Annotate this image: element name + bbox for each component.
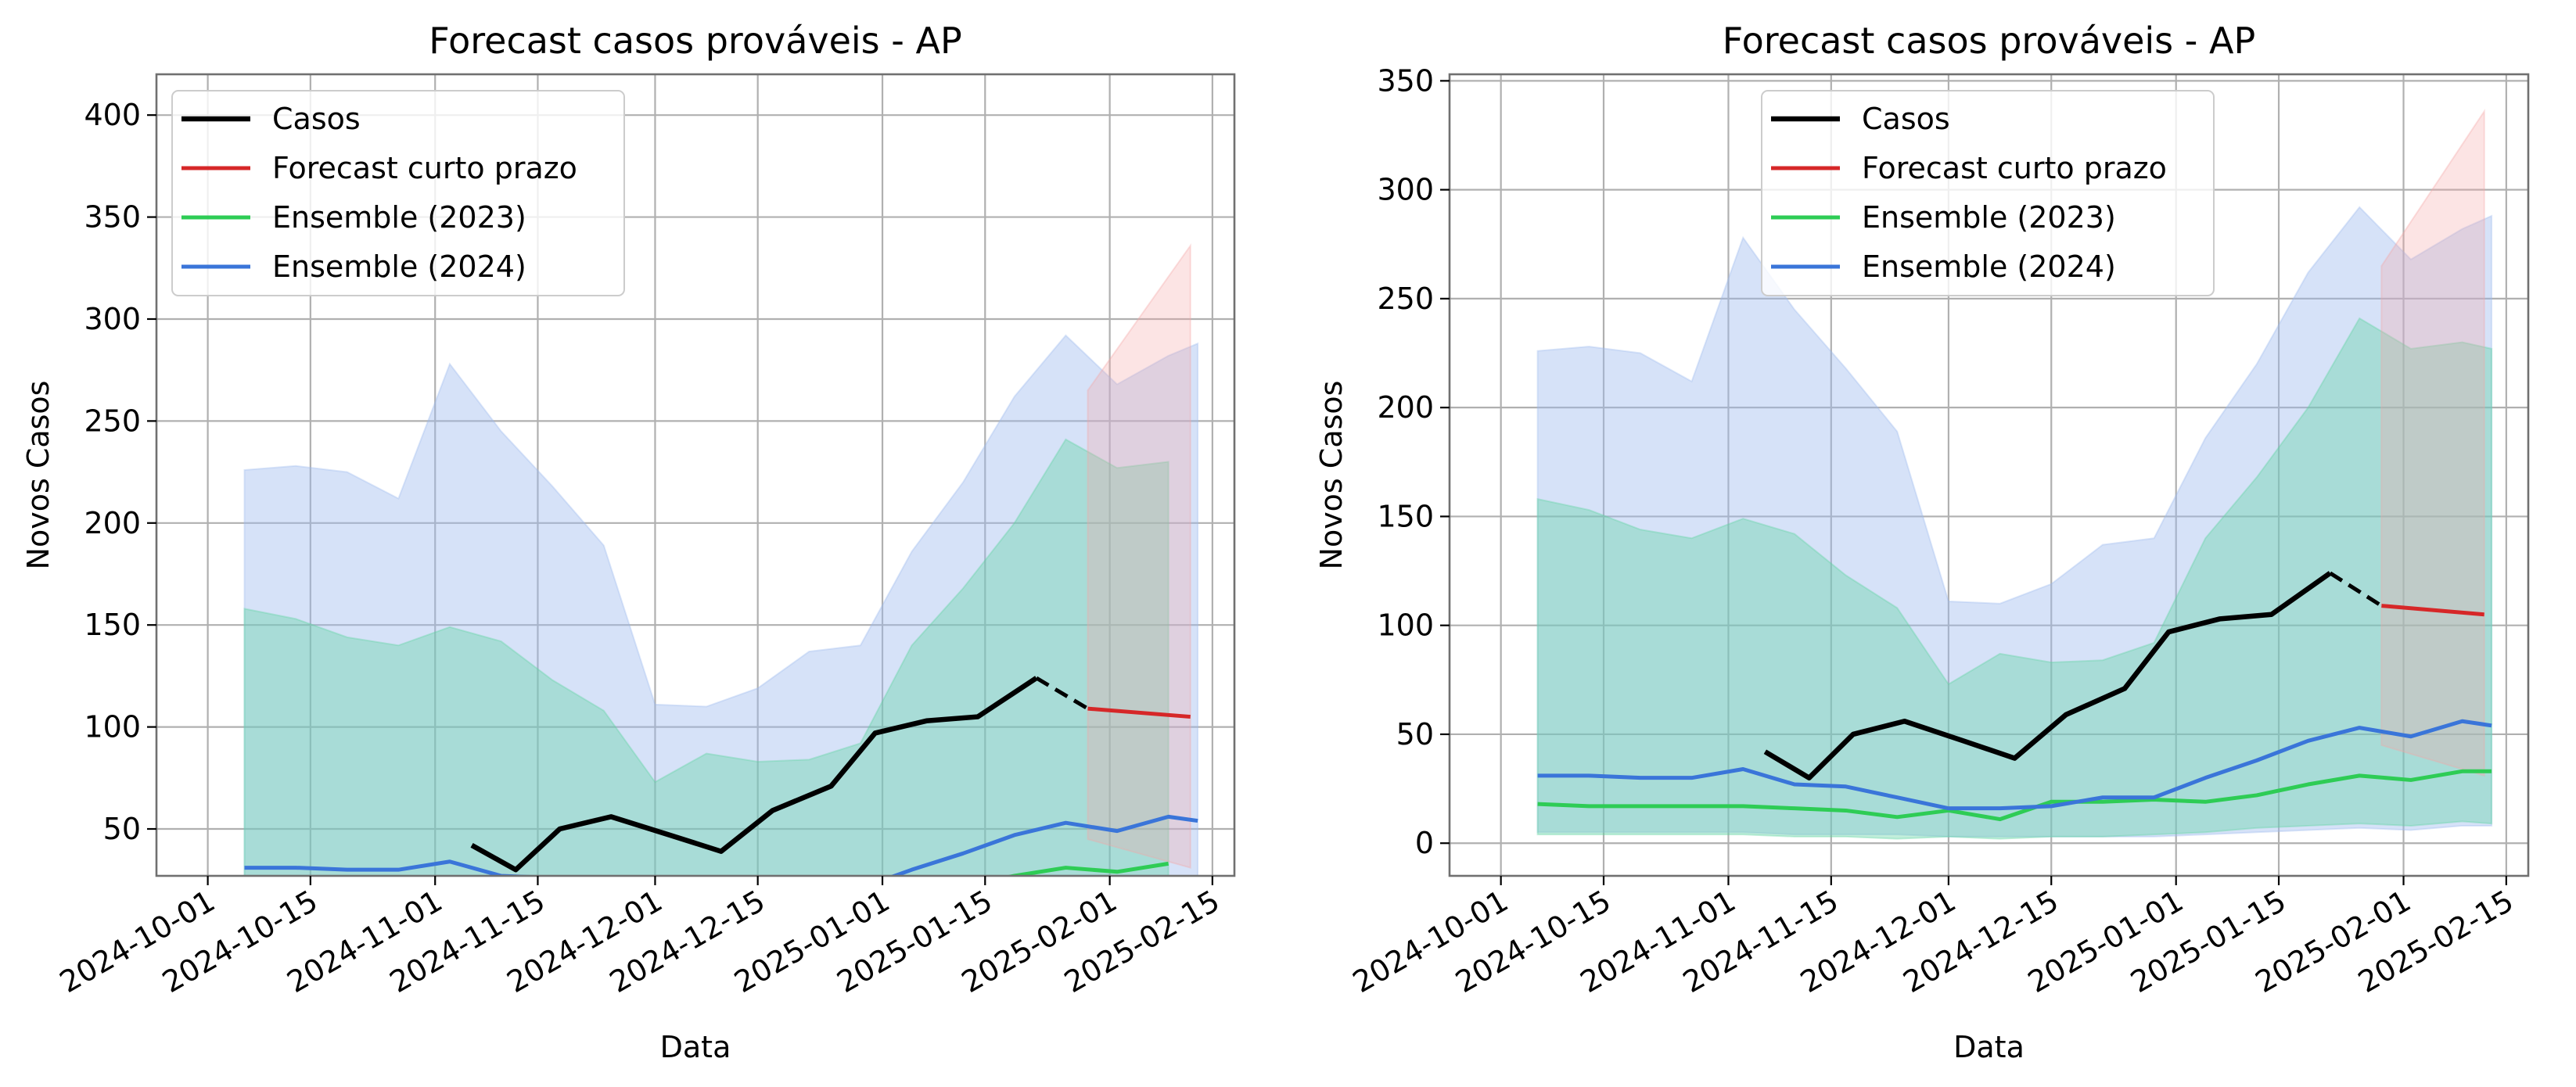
legend-label: Ensemble (2024) xyxy=(1862,249,2116,284)
y-tick-label: 100 xyxy=(1377,608,1434,643)
cases-dashed-line xyxy=(2329,571,2383,608)
short-term-band xyxy=(2380,109,2485,777)
legend-label: Forecast curto prazo xyxy=(1862,151,2167,185)
ensemble-2023-band xyxy=(1536,317,2493,840)
y-tick-label: 200 xyxy=(84,506,141,540)
x-axis-label: Data xyxy=(660,1030,731,1064)
chart-title: Forecast casos prováveis - AP xyxy=(1723,20,2255,62)
ensemble-2024-band xyxy=(1536,206,2493,838)
short-term-forecast-line xyxy=(1087,706,1191,719)
ensemble-2024-line xyxy=(1537,719,2492,811)
left-chart-panel: 501001502002503003504002024-10-012024-10… xyxy=(21,20,1236,1064)
plot-area xyxy=(243,242,1199,876)
y-tick-label: 250 xyxy=(1377,282,1434,316)
y-tick-label: 150 xyxy=(84,608,141,642)
short-term-forecast-line xyxy=(2381,604,2484,617)
cases-line xyxy=(470,676,1038,873)
ensemble-2024-band xyxy=(243,334,1199,876)
y-tick-label: 400 xyxy=(84,98,141,132)
y-tick-label: 50 xyxy=(1396,717,1434,752)
y-tick-label: 300 xyxy=(1377,173,1434,207)
y-tick-label: 0 xyxy=(1415,826,1434,860)
legend: Casos Forecast curto prazo Ensemble (2023)… xyxy=(1761,90,2215,296)
legend-box xyxy=(1761,90,2215,296)
y-tick-label: 250 xyxy=(84,404,141,438)
y-tick-label: 350 xyxy=(84,200,141,235)
legend-label: Ensemble (2023) xyxy=(1862,200,2116,235)
cases-dashed-line xyxy=(1035,676,1089,711)
ensemble-2023-line xyxy=(1537,769,2492,822)
legend: Casos Forecast curto prazo Ensemble (2023)… xyxy=(171,90,625,296)
y-tick-label: 300 xyxy=(84,302,141,336)
legend-label: Forecast curto prazo xyxy=(272,151,577,185)
axes-frame xyxy=(155,73,1236,877)
y-tick-label: 50 xyxy=(103,812,141,846)
y-axis-label: Novos Casos xyxy=(21,381,56,570)
short-term-band xyxy=(1087,242,1191,869)
plot-area xyxy=(1536,109,2493,840)
y-tick-label: 200 xyxy=(1377,390,1434,425)
axes-frame xyxy=(1448,73,2530,877)
y-tick-label: 150 xyxy=(1377,499,1434,533)
ensemble-2023-band xyxy=(243,438,1169,876)
chart-title: Forecast casos prováveis - AP xyxy=(429,20,961,62)
legend-label: Casos xyxy=(272,102,361,136)
ensemble-2024-line xyxy=(244,814,1198,876)
cases-line xyxy=(1763,571,2332,780)
grid xyxy=(156,74,1234,876)
legend-box xyxy=(171,90,625,296)
legend-label: Ensemble (2023) xyxy=(272,200,526,235)
y-axis-label: Novos Casos xyxy=(1314,381,1349,570)
y-tick-label: 350 xyxy=(1377,63,1434,98)
y-tick-label: 100 xyxy=(84,710,141,744)
x-axis-label: Data xyxy=(1953,1030,2025,1064)
right-chart-panel: 0501001502002503003502024-10-012024-10-1… xyxy=(1314,20,2530,1064)
legend-label: Casos xyxy=(1862,102,1950,136)
legend-label: Ensemble (2024) xyxy=(272,249,526,284)
